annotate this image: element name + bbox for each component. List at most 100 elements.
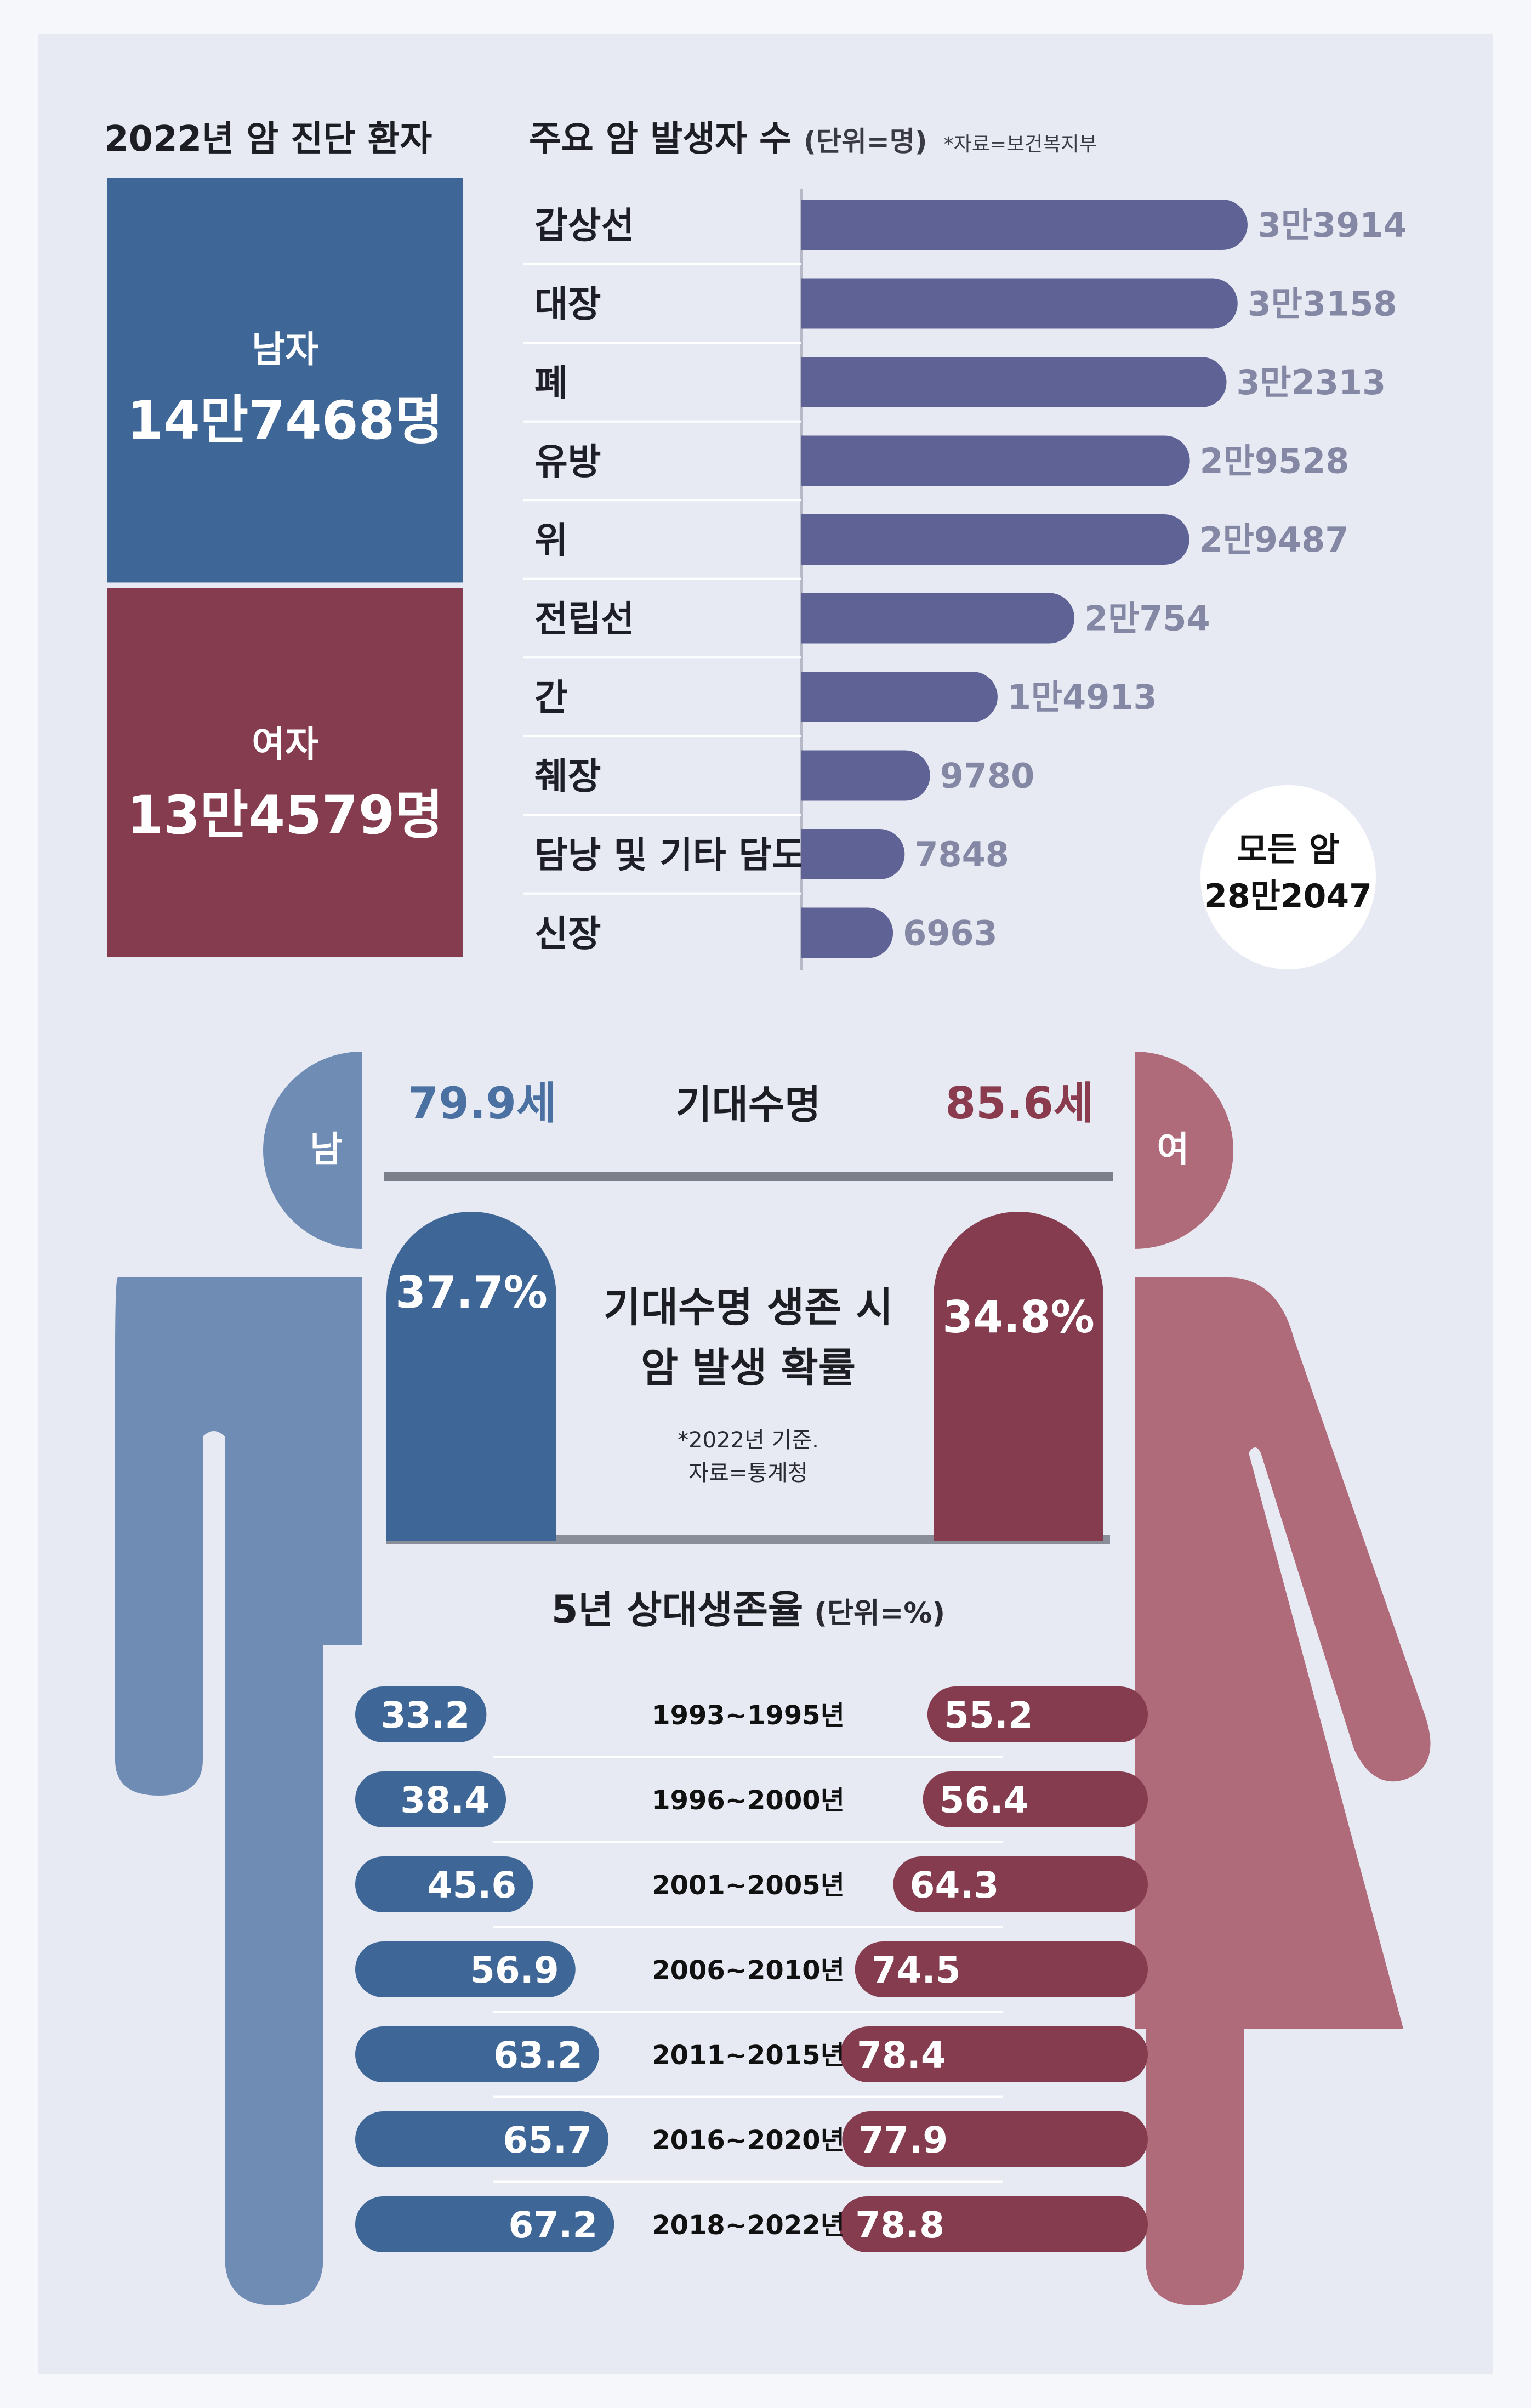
female-body: [1135, 1277, 1431, 2305]
male-survival-bar: [355, 1771, 506, 1827]
bar-chart-title: 주요 암 발생자 수: [529, 119, 792, 160]
cancer-bar-base: [801, 514, 827, 565]
gender-breakdown: [107, 178, 463, 957]
male-body: [115, 1277, 362, 2305]
survival-period-label: 2018~2022년: [652, 2210, 845, 2241]
female-survival-bar: [839, 2196, 1148, 2252]
male-figure: [115, 1052, 362, 2305]
female-survival-bar: [927, 1686, 1148, 1742]
cancer-bar-chart: 갑상선 3만3914 대장 3만3158 폐 3만2313 유방 2만9528 위 2만9487 전…: [523, 189, 1407, 970]
total-label: 모든 암: [1237, 831, 1340, 869]
survival-title: 5년 상대생존율: [551, 1587, 803, 1632]
total-value: 28만2047: [1204, 877, 1372, 916]
cancer-bar-base: [801, 672, 827, 722]
life-expectancy-title: 기대수명: [676, 1082, 821, 1128]
cancer-bar: [801, 750, 930, 801]
category-label: 간: [534, 677, 568, 719]
male-survival-value: 65.7: [503, 2119, 592, 2161]
cancer-bar-value: 9780: [940, 756, 1035, 796]
cancer-bar-value: 3만2313: [1237, 362, 1386, 402]
female-survival-value: 56.4: [940, 1779, 1029, 1821]
male-survival-bar: [355, 2196, 614, 2252]
female-survival-value: 77.9: [858, 2119, 948, 2161]
cancer-bar-value: 3만3914: [1257, 205, 1407, 245]
cancer-bar-base: [801, 200, 827, 250]
cancer-bar: [801, 829, 905, 879]
female-survival-bar: [840, 2026, 1148, 2082]
probability-note-line1: *2022년 기준.: [678, 1428, 819, 1453]
survival-unit: (단위=%): [814, 1597, 945, 1630]
male-probability-pill: [386, 1212, 556, 1541]
cancer-bar-value: 2만9487: [1199, 520, 1349, 560]
cancer-bar-value: 3만3158: [1248, 284, 1397, 324]
male-survival-bar: [355, 2111, 609, 2167]
female-survival-value: 78.8: [855, 2204, 944, 2246]
male-survival-value: 45.6: [428, 1864, 517, 1906]
female-head-label: 여: [1157, 1129, 1189, 1170]
female-survival-value: 78.4: [857, 2034, 946, 2076]
survival-period-label: 1993~1995년: [652, 1700, 845, 1731]
male-survival-bar: [355, 1686, 487, 1742]
male-survival-bar: [355, 1941, 576, 1997]
female-survival-bar: [923, 1771, 1148, 1827]
male-survival-bar: [355, 1856, 533, 1912]
cancer-bar-base: [801, 907, 827, 958]
category-label: 갑상선: [534, 205, 634, 247]
category-label: 폐: [534, 362, 568, 404]
cancer-bar-base: [801, 435, 827, 486]
cancer-bar: [801, 435, 1190, 486]
cancer-bar-base: [801, 750, 827, 801]
diagnosis-title: 2022년 암 진단 환자: [104, 119, 432, 160]
male-probability: 37.7%: [395, 1267, 548, 1318]
cancer-bar: [801, 514, 1189, 565]
female-survival-bar: [893, 1856, 1148, 1912]
category-label: 대장: [534, 283, 601, 326]
category-label: 전립선: [534, 598, 634, 640]
cancer-bar: [801, 593, 1075, 644]
male-survival-value: 33.2: [381, 1694, 470, 1736]
male-survival-value: 67.2: [508, 2204, 597, 2246]
bar-chart-header: 주요 암 발생자 수 (단위=명) *자료=보건복지부: [529, 119, 1097, 160]
male-survival-bar: [355, 2026, 599, 2082]
bar-chart-source: *자료=보건복지부: [944, 133, 1097, 156]
female-label: 여자: [252, 723, 318, 765]
category-label: 위: [534, 519, 568, 561]
survival-bar-chart: 33.2 55.2 1993~1995년 38.4 56.4 1996~2000년 45.6…: [355, 1686, 1148, 2252]
female-survival-value: 74.5: [872, 1949, 961, 1991]
cancer-bar-base: [801, 278, 827, 329]
cancer-bar-value: 2만754: [1084, 599, 1210, 639]
male-label: 남자: [252, 328, 318, 371]
cancer-bar-base: [801, 357, 827, 407]
female-count: 13만4579명: [127, 785, 443, 846]
survival-period-label: 2001~2005년: [652, 1870, 845, 1901]
female-survival-bar: [855, 1941, 1148, 1997]
category-label: 신장: [534, 913, 601, 955]
male-survival-value: 38.4: [400, 1779, 490, 1821]
probability-note-line2: 자료=통계청: [688, 1461, 808, 1486]
female-share-block: [107, 588, 463, 957]
cancer-bar-value: 1만4913: [1008, 677, 1157, 717]
category-label: 담낭 및 기타 담도: [534, 834, 805, 876]
total-badge: [1200, 785, 1376, 969]
category-label: 유방: [534, 441, 601, 483]
survival-period-label: 1996~2000년: [652, 1785, 845, 1816]
cancer-bar: [801, 278, 1238, 329]
category-label: 췌장: [534, 756, 601, 798]
cancer-bar-base: [801, 829, 827, 879]
female-probability-pill: [934, 1212, 1103, 1541]
life-expectancy-divider: [384, 1172, 1113, 1181]
probability-title-line1: 기대수명 생존 시: [604, 1284, 893, 1331]
survival-period-label: 2011~2015년: [652, 2040, 845, 2071]
probability-title-line2: 암 발생 확률: [641, 1344, 856, 1392]
cancer-bar-value: 7848: [914, 834, 1009, 874]
cancer-bar: [801, 672, 998, 722]
cancer-bar-value: 2만9528: [1200, 441, 1350, 481]
cancer-bar-value: 6963: [903, 913, 998, 953]
cancer-bar: [801, 200, 1248, 250]
bar-chart-unit: (단위=명): [804, 126, 927, 157]
male-share-block: [107, 178, 463, 583]
female-survival-value: 55.2: [944, 1694, 1033, 1736]
probability-baseline: [386, 1535, 1110, 1544]
female-survival-value: 64.3: [910, 1864, 999, 1906]
